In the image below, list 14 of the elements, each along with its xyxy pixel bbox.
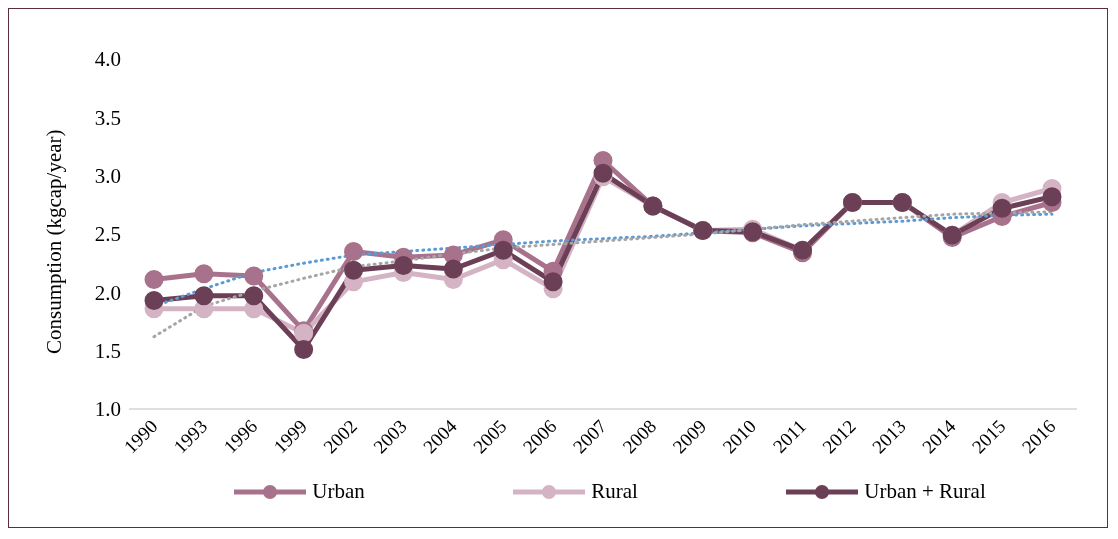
y-tick-label: 3.5 [94, 105, 121, 130]
y-tick-label: 2.5 [94, 222, 121, 247]
y-axis-title: Consumption (kgcap/year) [42, 129, 67, 354]
y-tick-label: 3.0 [94, 164, 121, 189]
x-tick-label: 1993 [169, 415, 212, 458]
y-tick-label: 1.0 [94, 397, 121, 422]
legend-label: Urban + Rural [864, 479, 986, 504]
legend-label: Urban [312, 479, 365, 504]
x-tick-label: 1999 [269, 415, 312, 458]
x-tick-label: 1990 [119, 415, 162, 458]
y-tick-label: 4.0 [94, 47, 121, 72]
y-tick-label: 1.5 [94, 339, 121, 364]
y-tick-label: 2.0 [94, 280, 121, 305]
legend-label: Rural [591, 479, 638, 504]
